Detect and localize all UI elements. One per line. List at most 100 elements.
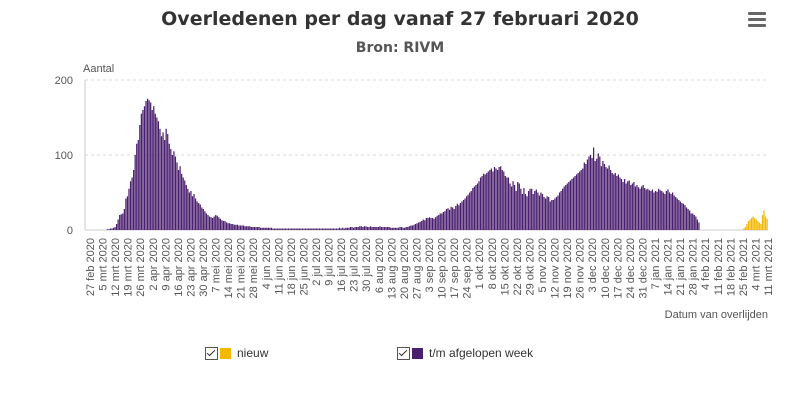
bar-tm-afgelopen-week bbox=[534, 191, 536, 230]
bar-tm-afgelopen-week bbox=[363, 226, 366, 230]
bar-tm-afgelopen-week bbox=[527, 191, 530, 230]
chart-title: Overledenen per dag vanaf 27 februari 20… bbox=[161, 8, 639, 30]
bar-tm-afgelopen-week bbox=[230, 224, 232, 230]
bar-tm-afgelopen-week bbox=[698, 222, 700, 230]
bars bbox=[106, 98, 768, 230]
bar-tm-afgelopen-week bbox=[608, 165, 610, 230]
bar-tm-afgelopen-week bbox=[526, 196, 528, 230]
bar-tm-afgelopen-week bbox=[472, 188, 474, 230]
bar-tm-afgelopen-week bbox=[267, 227, 270, 230]
bar-tm-afgelopen-week bbox=[202, 209, 204, 230]
bar-tm-afgelopen-week bbox=[250, 227, 252, 230]
bar-tm-afgelopen-week bbox=[241, 225, 243, 230]
bar-tm-afgelopen-week bbox=[588, 156, 590, 230]
bar-tm-afgelopen-week bbox=[566, 183, 568, 230]
bar-tm-afgelopen-week bbox=[215, 215, 217, 230]
bar-tm-afgelopen-week bbox=[134, 155, 136, 230]
bar-tm-afgelopen-week bbox=[498, 167, 500, 230]
bar-tm-afgelopen-week bbox=[422, 219, 424, 230]
bar-tm-afgelopen-week bbox=[565, 185, 567, 230]
bar-tm-afgelopen-week bbox=[211, 218, 214, 230]
bar-tm-afgelopen-week bbox=[517, 182, 519, 230]
bar-tm-afgelopen-week bbox=[277, 228, 279, 230]
bar-tm-afgelopen-week bbox=[448, 209, 451, 230]
bar-tm-afgelopen-week bbox=[388, 227, 390, 230]
bar-tm-afgelopen-week bbox=[244, 226, 246, 230]
bar-tm-afgelopen-week bbox=[139, 125, 141, 230]
bar-tm-afgelopen-week bbox=[405, 227, 407, 230]
bar-tm-afgelopen-week bbox=[325, 228, 327, 230]
bar-tm-afgelopen-week bbox=[500, 166, 502, 230]
bar-tm-afgelopen-week bbox=[549, 201, 551, 230]
bar-tm-afgelopen-week bbox=[606, 168, 609, 230]
bar-tm-afgelopen-week bbox=[445, 209, 448, 230]
x-tick-label: 11 jun 2020 bbox=[273, 238, 285, 295]
bar-tm-afgelopen-week bbox=[208, 216, 211, 230]
bar-tm-afgelopen-week bbox=[205, 213, 208, 230]
x-tick-label: 16 jul 2020 bbox=[336, 238, 348, 292]
checkbox-icon[interactable] bbox=[205, 346, 218, 360]
bar-tm-afgelopen-week bbox=[204, 211, 206, 230]
bar-tm-afgelopen-week bbox=[458, 205, 460, 230]
bar-tm-afgelopen-week bbox=[374, 227, 376, 230]
bar-tm-afgelopen-week bbox=[308, 228, 310, 230]
bar-tm-afgelopen-week bbox=[255, 227, 257, 230]
bar-tm-afgelopen-week bbox=[515, 191, 517, 230]
bar-nieuw bbox=[766, 218, 768, 230]
bar-tm-afgelopen-week bbox=[490, 168, 493, 230]
bar-tm-afgelopen-week bbox=[133, 170, 135, 230]
bar-tm-afgelopen-week bbox=[693, 215, 695, 230]
x-tick-label: 17 sep 2020 bbox=[449, 238, 461, 299]
bar-tm-afgelopen-week bbox=[397, 227, 400, 230]
bar-tm-afgelopen-week bbox=[346, 227, 348, 230]
bar-tm-afgelopen-week bbox=[236, 224, 239, 230]
bar-nieuw bbox=[747, 221, 750, 230]
bar-tm-afgelopen-week bbox=[233, 224, 235, 230]
legend-item-tm-afgelopen-week[interactable]: t/m afgelopen week bbox=[397, 346, 533, 360]
bar-tm-afgelopen-week bbox=[656, 191, 658, 230]
bar-tm-afgelopen-week bbox=[579, 171, 581, 230]
y-tick-label: 0 bbox=[67, 225, 73, 237]
bar-tm-afgelopen-week bbox=[342, 227, 344, 230]
bar-tm-afgelopen-week bbox=[675, 197, 677, 230]
bar-tm-afgelopen-week bbox=[349, 227, 352, 230]
bar-tm-afgelopen-week bbox=[382, 227, 384, 230]
bar-tm-afgelopen-week bbox=[552, 200, 554, 230]
hamburger-menu-icon[interactable] bbox=[748, 12, 766, 28]
x-tick-label: 4 mrt 2021 bbox=[750, 238, 762, 291]
bar-tm-afgelopen-week bbox=[506, 177, 508, 230]
legend-item-nieuw[interactable]: nieuw bbox=[205, 346, 268, 360]
bar-tm-afgelopen-week bbox=[326, 228, 328, 230]
bar-tm-afgelopen-week bbox=[256, 227, 259, 230]
bar-tm-afgelopen-week bbox=[411, 225, 414, 230]
bar-tm-afgelopen-week bbox=[317, 228, 319, 230]
bar-tm-afgelopen-week bbox=[424, 220, 426, 230]
x-tick-label: 3 dec 2020 bbox=[587, 238, 599, 292]
bar-tm-afgelopen-week bbox=[469, 192, 471, 230]
x-tick-label: 27 feb 2020 bbox=[85, 238, 97, 296]
bar-tm-afgelopen-week bbox=[548, 197, 550, 230]
bar-tm-afgelopen-week bbox=[521, 194, 523, 230]
bar-tm-afgelopen-week bbox=[345, 227, 347, 230]
bar-tm-afgelopen-week bbox=[439, 213, 441, 230]
bar-tm-afgelopen-week bbox=[682, 203, 685, 230]
x-tick-label: 17 dec 2020 bbox=[612, 238, 624, 299]
bar-tm-afgelopen-week bbox=[227, 223, 229, 230]
bar-tm-afgelopen-week bbox=[387, 227, 389, 230]
bar-tm-afgelopen-week bbox=[475, 185, 477, 230]
bar-tm-afgelopen-week bbox=[678, 200, 680, 230]
bar-tm-afgelopen-week bbox=[210, 217, 212, 230]
bar-tm-afgelopen-week bbox=[484, 174, 486, 230]
bar-tm-afgelopen-week bbox=[421, 221, 423, 230]
bar-tm-afgelopen-week bbox=[692, 213, 694, 230]
chart-subtitle: Bron: RIVM bbox=[355, 40, 445, 56]
bar-tm-afgelopen-week bbox=[671, 192, 674, 230]
bar-tm-afgelopen-week bbox=[198, 203, 200, 230]
bar-tm-afgelopen-week bbox=[365, 226, 367, 230]
x-tick-label: 7 mei 2020 bbox=[211, 238, 223, 292]
bar-nieuw bbox=[746, 224, 748, 230]
bar-tm-afgelopen-week bbox=[541, 194, 544, 230]
bar-tm-afgelopen-week bbox=[560, 191, 562, 230]
legend-swatch bbox=[220, 347, 231, 359]
checkbox-icon[interactable] bbox=[397, 346, 410, 360]
